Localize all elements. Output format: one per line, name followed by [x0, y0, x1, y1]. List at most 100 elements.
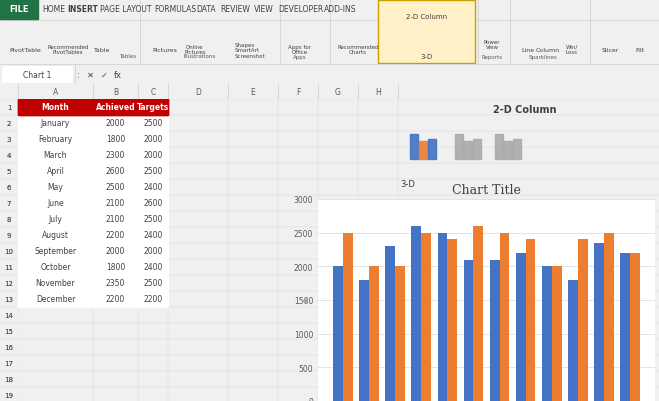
- Bar: [409, 33, 415, 45]
- Text: 2000: 2000: [143, 135, 163, 144]
- Text: 3-D: 3-D: [421, 54, 433, 60]
- Bar: [438, 233, 447, 401]
- Bar: [410, 135, 418, 160]
- Bar: [18, 132, 168, 148]
- Text: 10: 10: [5, 248, 13, 254]
- Bar: [18, 275, 168, 291]
- Text: Line: Line: [521, 47, 534, 53]
- Text: 2: 2: [7, 121, 11, 127]
- Bar: [395, 267, 405, 401]
- Text: 2400: 2400: [143, 231, 163, 240]
- Text: FORMULAS: FORMULAS: [154, 6, 196, 14]
- Bar: [369, 267, 379, 401]
- Text: Use this chart type to:: Use this chart type to:: [440, 215, 541, 224]
- Text: 8: 8: [7, 217, 11, 223]
- Text: 1: 1: [7, 105, 11, 111]
- Bar: [359, 280, 369, 401]
- Text: 1: 1: [7, 105, 11, 111]
- Text: ✓: ✓: [101, 70, 107, 79]
- Text: • Compare values across a few: • Compare values across a few: [440, 227, 581, 236]
- Text: 9: 9: [7, 233, 11, 239]
- Bar: [18, 148, 168, 164]
- Text: Recommended
PivotTables: Recommended PivotTables: [47, 45, 89, 55]
- Text: 16: 16: [5, 344, 13, 350]
- Bar: [386, 35, 392, 45]
- Text: January: January: [41, 119, 70, 128]
- Text: Filt: Filt: [635, 47, 645, 53]
- Text: 15: 15: [5, 328, 13, 334]
- Text: PAGE LAYOUT: PAGE LAYOUT: [100, 6, 152, 14]
- Bar: [18, 259, 168, 275]
- Bar: [18, 291, 168, 307]
- Text: FILE: FILE: [9, 6, 29, 14]
- Text: ADD-INS: ADD-INS: [324, 6, 357, 14]
- Bar: [93, 100, 138, 116]
- Bar: [630, 253, 640, 401]
- Text: INSERT: INSERT: [67, 6, 98, 14]
- Bar: [400, 249, 430, 284]
- Text: D: D: [195, 88, 201, 97]
- Bar: [419, 142, 427, 160]
- Text: 16: 16: [5, 344, 13, 350]
- Bar: [0, 85, 18, 100]
- Text: 1800: 1800: [106, 263, 125, 272]
- Text: 2200: 2200: [106, 231, 125, 240]
- Text: December: December: [36, 295, 75, 304]
- Bar: [409, 37, 415, 45]
- Bar: [428, 140, 436, 160]
- Text: 2600: 2600: [143, 199, 163, 208]
- Text: 3: 3: [7, 137, 11, 143]
- Text: H: H: [375, 88, 381, 97]
- Text: 2400: 2400: [143, 263, 163, 272]
- Text: ✕: ✕: [86, 70, 94, 79]
- Text: Sparklines: Sparklines: [529, 55, 558, 59]
- Text: 2200: 2200: [106, 295, 125, 304]
- Text: Shapes
SmartArt
Screenshot: Shapes SmartArt Screenshot: [235, 43, 266, 59]
- Bar: [411, 227, 421, 401]
- Text: :: :: [76, 70, 79, 79]
- Text: DEVELOPER: DEVELOPER: [279, 6, 324, 14]
- Bar: [620, 253, 630, 401]
- Bar: [343, 233, 353, 401]
- Text: Reports: Reports: [482, 55, 503, 59]
- Bar: [138, 100, 168, 116]
- Bar: [455, 135, 463, 160]
- Bar: [490, 260, 500, 401]
- Text: F: F: [296, 88, 301, 97]
- Bar: [378, 1, 475, 64]
- Bar: [526, 240, 536, 401]
- Text: HOME: HOME: [42, 6, 65, 14]
- Text: 6: 6: [7, 184, 11, 190]
- Text: DATA: DATA: [196, 6, 215, 14]
- Bar: [432, 35, 438, 45]
- Bar: [386, 33, 392, 45]
- Bar: [473, 140, 481, 160]
- Bar: [386, 37, 392, 45]
- Bar: [495, 135, 503, 160]
- Text: 15: 15: [5, 328, 13, 334]
- Text: Pictures: Pictures: [153, 47, 177, 53]
- Text: REVIEW: REVIEW: [221, 6, 250, 14]
- Bar: [578, 240, 588, 401]
- Bar: [552, 267, 561, 401]
- Text: C: C: [150, 88, 156, 97]
- Text: July: July: [49, 215, 63, 224]
- Text: Use it when:: Use it when:: [440, 253, 496, 262]
- Text: Clustered Column: Clustered Column: [440, 200, 551, 209]
- Text: 2: 2: [7, 121, 11, 127]
- Bar: [604, 233, 614, 401]
- Bar: [18, 243, 168, 259]
- Bar: [409, 35, 415, 45]
- Title: Chart Title: Chart Title: [452, 184, 521, 197]
- Text: Apps: Apps: [293, 55, 307, 59]
- Text: 13: 13: [5, 296, 13, 302]
- Text: 19: 19: [5, 392, 13, 398]
- Text: 19: 19: [5, 392, 13, 398]
- Text: Illustrations: Illustrations: [184, 55, 216, 59]
- Text: October: October: [40, 263, 71, 272]
- Text: Targets: Targets: [137, 103, 169, 112]
- Text: 9: 9: [7, 233, 11, 239]
- Text: 6: 6: [7, 184, 11, 190]
- Text: 2000: 2000: [106, 119, 125, 128]
- Text: 4: 4: [7, 153, 11, 159]
